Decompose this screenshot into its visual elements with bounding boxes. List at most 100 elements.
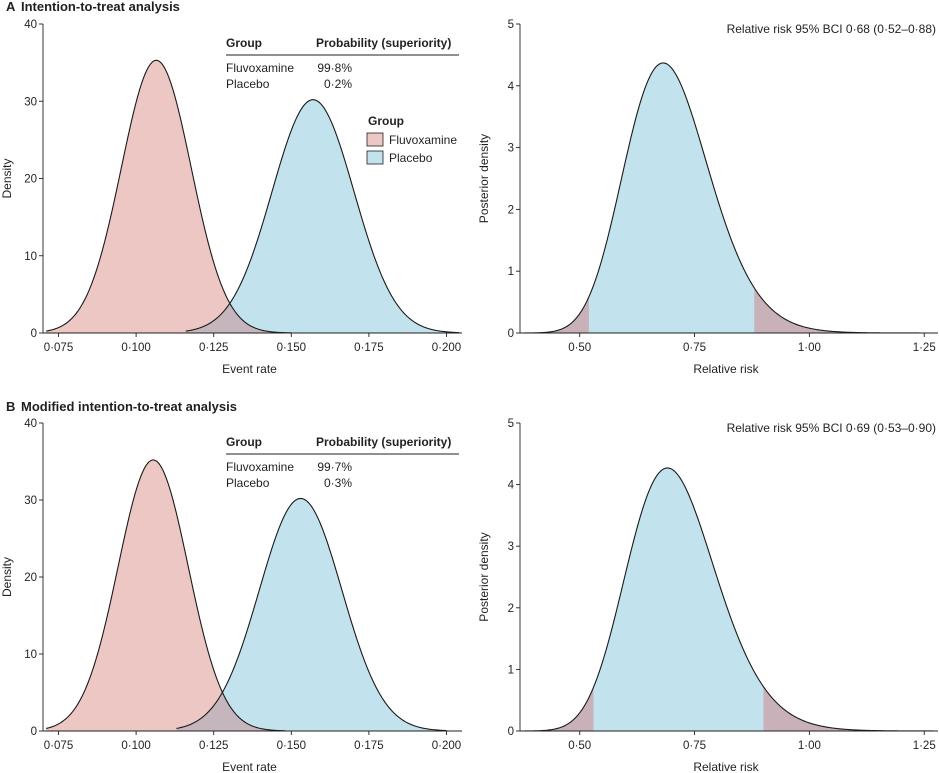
bci-annotation: Relative risk 95% BCI 0·69 (0·53–0·90) [727, 421, 936, 435]
x-axis-label: Relative risk [693, 760, 759, 773]
legend-label: Placebo [389, 151, 433, 165]
x-tick-label: 1·25 [913, 342, 936, 354]
y-tick-label: 40 [24, 19, 37, 31]
upper-tail-area [754, 287, 934, 333]
table-header-group: Group [226, 36, 262, 50]
fluvoxamine-density-fill [46, 60, 292, 334]
x-tick-label: 0·150 [277, 342, 306, 354]
placebo-density-line [185, 99, 459, 334]
placebo-density-fill [176, 498, 447, 731]
x-tick-label: 0·100 [121, 342, 150, 354]
overlap-area [176, 692, 286, 731]
x-tick-label: 0·75 [683, 342, 706, 354]
y-tick-label: 30 [24, 495, 37, 507]
panel-heading: A Intention-to-treat analysis [6, 0, 180, 14]
table-row-group: Fluvoxamine [226, 460, 294, 474]
y-tick-label: 0 [31, 726, 37, 738]
table-row-probability: 0·2% [324, 77, 352, 91]
probability-table: Group Probability (superiority) Fluvoxamin… [226, 435, 459, 490]
fluvoxamine-density-fill [46, 459, 286, 731]
y-tick-label: 20 [24, 572, 37, 584]
y-axis-label: Density [0, 158, 14, 198]
y-axis-label: Density [0, 557, 14, 597]
x-axis-label: Relative risk [693, 362, 759, 376]
y-tick-label: 1 [508, 664, 514, 676]
upper-tail-area [763, 686, 934, 731]
y-tick-label: 0 [508, 726, 514, 738]
legend-swatch [366, 150, 384, 165]
x-tick-label: 1·25 [913, 740, 936, 752]
y-tick-label: 20 [24, 174, 37, 186]
table-header-probability: Probability (superiority) [316, 435, 451, 449]
y-tick-label: 0 [508, 328, 514, 340]
chart-panel: 0 1 2 3 4 5 0·50 0·75 1·00 1·25 Relative risk Poste… [477, 418, 938, 773]
x-tick-label: 0·200 [432, 342, 461, 354]
lower-tail-area [524, 687, 594, 731]
chart-panel: 0 10 20 30 40 0·075 0·100 0·125 0·150 0·175 0·200 E… [0, 418, 462, 773]
y-tick-label: 5 [508, 418, 514, 430]
fluvoxamine-density-line [46, 59, 292, 334]
x-tick-label: 0·075 [44, 342, 73, 354]
chart-panel: 0 1 2 3 4 5 0·50 0·75 1·00 1·25 Relative risk Poste… [477, 19, 938, 376]
y-tick-label: 2 [508, 204, 514, 216]
plot-area [524, 467, 934, 732]
x-tick-label: 1·00 [798, 740, 821, 752]
y-tick-label: 30 [24, 96, 37, 108]
plot-area [46, 59, 459, 334]
x-tick-label: 0·125 [199, 740, 228, 752]
x-tick-label: 0·100 [121, 740, 150, 752]
table-row-probability: 99·8% [317, 61, 352, 75]
y-tick-label: 3 [508, 541, 514, 553]
y-tick-label: 0 [31, 328, 37, 340]
y-tick-label: 2 [508, 603, 514, 615]
table-header-probability: Probability (superiority) [316, 36, 451, 50]
panel-title: Intention-to-treat analysis [21, 0, 180, 14]
panel-letter: B [6, 399, 15, 414]
y-tick-label: 4 [508, 81, 515, 93]
x-tick-label: 0·175 [354, 342, 383, 354]
y-tick-label: 10 [24, 251, 37, 263]
posterior-density-fill [524, 467, 934, 731]
posterior-density-fill [524, 62, 934, 333]
panel-title: Modified intention-to-treat analysis [21, 399, 237, 414]
bci-annotation: Relative risk 95% BCI 0·68 (0·52–0·88) [727, 22, 936, 36]
table-row-probability: 0·3% [324, 476, 352, 490]
x-tick-label: 0·50 [568, 342, 591, 354]
overlap-area [185, 303, 292, 333]
legend: Group Fluvoxamine Placebo [366, 114, 457, 165]
placebo-density-fill [185, 99, 459, 333]
y-tick-label: 3 [508, 143, 514, 155]
x-axis-label: Event rate [222, 760, 277, 773]
x-tick-label: 0·50 [568, 740, 591, 752]
chart-panel: 0 10 20 30 40 0·075 0·100 0·125 0·150 0·175 0·200 E… [0, 19, 462, 376]
y-axis-label: Posterior density [477, 532, 491, 621]
x-tick-label: 0·075 [44, 740, 73, 752]
table-row-probability: 99·7% [317, 460, 352, 474]
lower-tail-area [524, 296, 589, 333]
x-tick-label: 1·00 [798, 342, 821, 354]
x-axis-label: Event rate [222, 362, 277, 376]
fluvoxamine-density-line [45, 459, 286, 732]
panel-heading: B Modified intention-to-treat analysis [6, 399, 237, 414]
x-tick-label: 0·200 [432, 740, 461, 752]
legend-swatch [366, 132, 384, 147]
table-row-group: Placebo [226, 476, 270, 490]
y-tick-label: 1 [508, 266, 514, 278]
y-tick-label: 4 [508, 480, 515, 492]
y-axis-label: Posterior density [477, 134, 491, 223]
table-header-group: Group [226, 435, 262, 449]
x-tick-label: 0·175 [354, 740, 383, 752]
y-tick-label: 40 [24, 418, 37, 430]
legend-label: Fluvoxamine [389, 133, 457, 147]
table-row-group: Placebo [226, 77, 270, 91]
plot-area [45, 459, 447, 732]
probability-table: Group Probability (superiority) Fluvoxamin… [226, 36, 459, 91]
table-row-group: Fluvoxamine [226, 61, 294, 75]
placebo-density-line [176, 497, 447, 732]
x-tick-label: 0·75 [683, 740, 706, 752]
legend-title: Group [368, 114, 404, 128]
x-tick-label: 0·150 [277, 740, 306, 752]
x-tick-label: 0·125 [199, 342, 228, 354]
y-tick-label: 10 [24, 649, 37, 661]
